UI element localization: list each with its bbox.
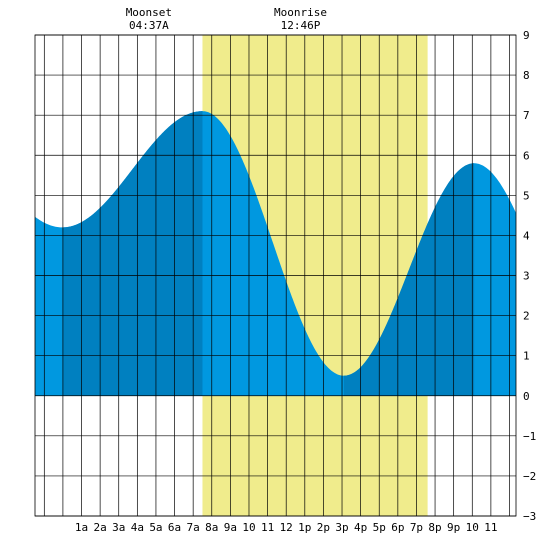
moon-event-label: Moonset [126, 6, 172, 19]
x-tick-label: 10 [242, 521, 255, 534]
y-tick-label: 8 [523, 69, 530, 82]
y-tick-label: −2 [523, 470, 536, 483]
x-tick-label: 11 [261, 521, 274, 534]
x-tick-label: 12 [280, 521, 293, 534]
y-tick-label: 9 [523, 29, 530, 42]
plot-border [34, 34, 517, 517]
y-tick-label: 3 [523, 270, 530, 283]
tide-area-dark-1 [62, 111, 203, 396]
x-tick-label: 9a [224, 521, 237, 534]
x-tick-label: 10 [466, 521, 479, 534]
x-axis-ticks: 1a 2a 3a 4a 5a 6a 7a 8a 9a 10 11 12 1p 2p 3p 4p 5p 6p 7p 8p… [75, 521, 498, 534]
x-tick-label: 8p [428, 521, 441, 534]
x-tick-label: 7p [410, 521, 423, 534]
x-tick-label: 8a [205, 521, 218, 534]
moon-event-time: 12:46P [281, 19, 321, 32]
x-tick-label: 5a [149, 521, 162, 534]
y-tick-label: 4 [523, 229, 530, 242]
y-tick-label: 1 [523, 350, 530, 363]
x-tick-label: 6p [391, 521, 404, 534]
moon-event-time: 04:37A [129, 19, 169, 32]
x-tick-label: 3p [335, 521, 348, 534]
y-tick-label: 2 [523, 310, 530, 323]
y-tick-label: −1 [523, 430, 536, 443]
x-tick-label: 7a [187, 521, 200, 534]
x-tick-label: 5p [373, 521, 386, 534]
x-tick-label: 2a [94, 521, 107, 534]
x-tick-label: 11 [484, 521, 497, 534]
x-tick-label: 6a [168, 521, 181, 534]
x-tick-label: 1p [298, 521, 311, 534]
chart-grid [34, 34, 517, 517]
tide-area [35, 111, 516, 396]
x-tick-label: 4p [354, 521, 367, 534]
x-tick-label: 1a [75, 521, 88, 534]
y-tick-label: 0 [523, 390, 530, 403]
x-tick-label: 9p [447, 521, 460, 534]
y-tick-label: 5 [523, 189, 530, 202]
y-axis-ticks: −3 −2 −1 0 1 2 3 4 5 6 7 8 9 [523, 29, 536, 523]
y-tick-label: −3 [523, 510, 536, 523]
y-tick-label: 7 [523, 109, 530, 122]
tide-area-dark-2 [343, 163, 475, 396]
y-tick-label: 6 [523, 149, 530, 162]
x-tick-label: 3a [112, 521, 125, 534]
x-tick-label: 2p [317, 521, 330, 534]
x-tick-label: 4a [131, 521, 144, 534]
moon-event-label: Moonrise [274, 6, 327, 19]
